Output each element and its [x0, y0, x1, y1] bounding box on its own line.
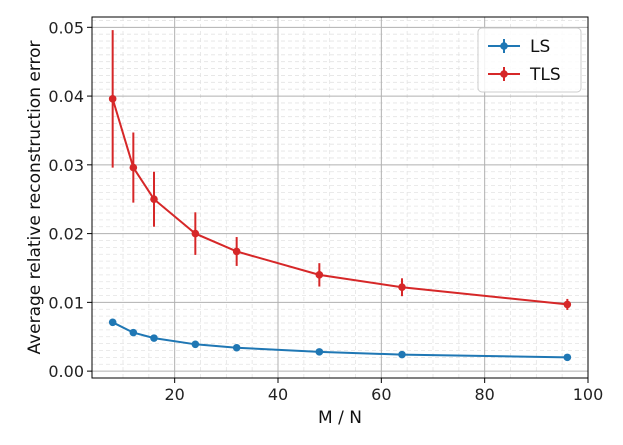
- legend-label: LS: [530, 37, 550, 57]
- x-tick-label: 100: [573, 385, 604, 404]
- x-tick-label: 60: [371, 385, 391, 404]
- data-point: [191, 340, 200, 349]
- y-axis-ticks: 0.00 0.01 0.02 0.03 0.04 0.05: [48, 18, 92, 381]
- data-point: [315, 348, 324, 356]
- data-point: [398, 350, 406, 359]
- plot-frame: [91, 16, 589, 379]
- x-axis-ticks: 20 40 60 80 100: [164, 378, 603, 404]
- legend-item-ls: LS: [488, 37, 550, 57]
- data-point: [232, 343, 241, 352]
- x-tick-label: 40: [268, 385, 288, 404]
- legend-swatch-marker: [500, 70, 508, 78]
- x-tick-label: 80: [474, 385, 494, 404]
- data-point: [232, 247, 241, 256]
- y-tick-label: 0.04: [48, 87, 84, 106]
- data-point: [563, 300, 572, 309]
- data-point: [563, 353, 572, 362]
- x-tick-label: 20: [164, 385, 184, 404]
- data-point: [150, 334, 158, 342]
- series-ls: [108, 318, 572, 362]
- data-point: [129, 328, 138, 337]
- data-point: [150, 195, 158, 204]
- y-tick-label: 0.03: [48, 156, 84, 175]
- data-point: [191, 229, 200, 238]
- series-line: [112, 321, 568, 359]
- y-tick-label: 0.05: [48, 18, 84, 37]
- legend-label: TLS: [529, 65, 561, 85]
- data-point: [398, 283, 406, 292]
- data-point: [129, 163, 138, 172]
- y-tick-label: 0.00: [48, 362, 84, 381]
- legend-swatch-marker: [500, 42, 508, 50]
- y-tick-label: 0.02: [48, 225, 84, 244]
- y-axis-title: Average relative reconstruction error: [25, 40, 45, 354]
- data-point: [315, 271, 324, 279]
- major-grid: [92, 17, 589, 378]
- y-tick-label: 0.01: [48, 293, 84, 312]
- series-layer: [108, 30, 572, 362]
- series-tls: [108, 30, 572, 310]
- data-point: [108, 95, 117, 103]
- series-line: [111, 98, 568, 306]
- data-point: [108, 318, 117, 327]
- legend: LS TLS: [477, 27, 582, 93]
- legend-item-tls: TLS: [488, 65, 561, 85]
- x-axis-title: M / N: [318, 408, 362, 428]
